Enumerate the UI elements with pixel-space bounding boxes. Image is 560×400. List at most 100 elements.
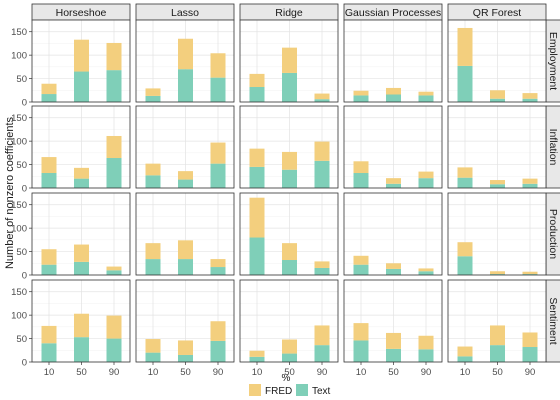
panel-grid: Horseshoe Lasso Ridge Gaussian Processes QR … [11, 3, 560, 378]
bar-fred-50 [282, 151, 297, 170]
panel-gaussian-processes-employment [343, 19, 443, 103]
panel-border [31, 19, 131, 103]
bar-fred-90 [106, 135, 122, 159]
bar-text-50 [490, 345, 505, 362]
row-label-employment: Employment [547, 32, 559, 90]
x-axis-title: % [282, 373, 291, 384]
bar-text-90 [522, 347, 538, 362]
bar-fred-10 [145, 339, 161, 353]
bar-text-10 [145, 259, 161, 275]
panel-border [239, 19, 339, 103]
bar-text-90 [314, 160, 330, 188]
bar-fred-90 [210, 53, 226, 78]
bar-text-50 [490, 274, 505, 275]
panel-border [447, 105, 547, 189]
bar-text-90 [418, 95, 434, 102]
bar-fred-10 [145, 243, 161, 260]
panel-border [239, 192, 339, 276]
bar-fred-10 [41, 83, 57, 95]
bar-text-90 [210, 267, 226, 275]
bar-fred-10 [249, 350, 265, 357]
bar-fred-50 [490, 180, 505, 185]
bar-fred-90 [210, 259, 226, 268]
legend-label-fred: FRED [265, 386, 292, 397]
bar-text-50 [282, 169, 297, 188]
y-tick-label: 0 [22, 184, 27, 195]
bar-text-90 [522, 183, 538, 188]
panel-qr-forest-inflation [447, 105, 547, 189]
bar-fred-90 [522, 93, 538, 99]
bar-text-10 [457, 256, 473, 275]
y-tick-label: 100 [11, 51, 27, 62]
bar-text-90 [418, 349, 434, 362]
bar-text-50 [386, 268, 401, 275]
panel-border [239, 279, 339, 363]
bar-fred-50 [282, 339, 297, 354]
bar-fred-50 [282, 47, 297, 73]
row-label-sentiment: Sentiment [547, 297, 559, 344]
panel-lasso-employment [135, 19, 235, 103]
column-label-ridge: Ridge [275, 7, 303, 19]
bar-text-10 [145, 175, 161, 188]
bar-text-50 [178, 179, 193, 188]
bar-text-50 [74, 178, 89, 188]
x-tick-label-50: 50 [492, 367, 503, 378]
column-label-horseshoe: Horseshoe [56, 7, 107, 19]
panel-ridge-sentiment: 10 50 90 [239, 279, 339, 378]
row-label-inflation: Inflation [547, 129, 559, 166]
bar-fred-50 [490, 271, 505, 275]
bar-text-10 [353, 340, 369, 362]
bar-text-90 [106, 158, 122, 188]
panel-border [343, 192, 443, 276]
bar-fred-50 [178, 38, 193, 70]
bar-text-90 [522, 98, 538, 102]
panel-border [343, 19, 443, 103]
bar-fred-50 [74, 39, 89, 72]
bar-fred-10 [353, 90, 369, 96]
y-tick-label: 100 [11, 224, 27, 235]
column-label-lasso: Lasso [171, 7, 199, 19]
bar-text-50 [74, 337, 89, 362]
panel-gaussian-processes-inflation [343, 105, 443, 189]
panel-gaussian-processes-production [343, 192, 443, 276]
bar-text-90 [210, 163, 226, 188]
y-tick-label: 100 [11, 311, 27, 322]
y-tick-label: 100 [11, 137, 27, 148]
x-tick-label-90: 90 [525, 367, 536, 378]
bar-text-10 [353, 264, 369, 275]
panel-horseshoe-sentiment: 0 50 100 150 10 50 90 [11, 279, 131, 378]
y-tick-label: 150 [11, 287, 27, 298]
panel-ridge-inflation [239, 105, 339, 189]
bar-fred-90 [314, 325, 330, 346]
panel-border [31, 105, 131, 189]
bar-text-90 [522, 274, 538, 275]
y-tick-label: 150 [11, 27, 27, 38]
panel-lasso-inflation [135, 105, 235, 189]
bar-fred-10 [145, 88, 161, 96]
bar-text-50 [282, 72, 297, 102]
bar-text-50 [386, 183, 401, 188]
legend: FRED Text [249, 384, 331, 397]
bar-fred-90 [418, 171, 434, 179]
panel-qr-forest-production [447, 192, 547, 276]
bar-fred-10 [249, 197, 265, 238]
panel-ridge-employment [239, 19, 339, 103]
bar-fred-10 [353, 255, 369, 265]
bar-text-10 [457, 65, 473, 102]
panel-border [447, 279, 547, 363]
bar-text-10 [457, 177, 473, 188]
y-axis-title: Number of nonzero coefficients [4, 116, 16, 269]
bar-fred-90 [522, 178, 538, 184]
row-label-production: Production [547, 209, 559, 259]
bar-text-90 [314, 345, 330, 362]
bar-text-50 [178, 259, 193, 275]
bar-text-90 [210, 340, 226, 362]
bar-fred-10 [457, 346, 473, 357]
bar-fred-50 [282, 243, 297, 261]
panel-border [447, 19, 547, 103]
bar-text-90 [106, 70, 122, 102]
bar-fred-50 [178, 340, 193, 355]
bar-fred-10 [41, 325, 57, 344]
bar-text-50 [74, 261, 89, 275]
bar-fred-10 [249, 73, 265, 88]
